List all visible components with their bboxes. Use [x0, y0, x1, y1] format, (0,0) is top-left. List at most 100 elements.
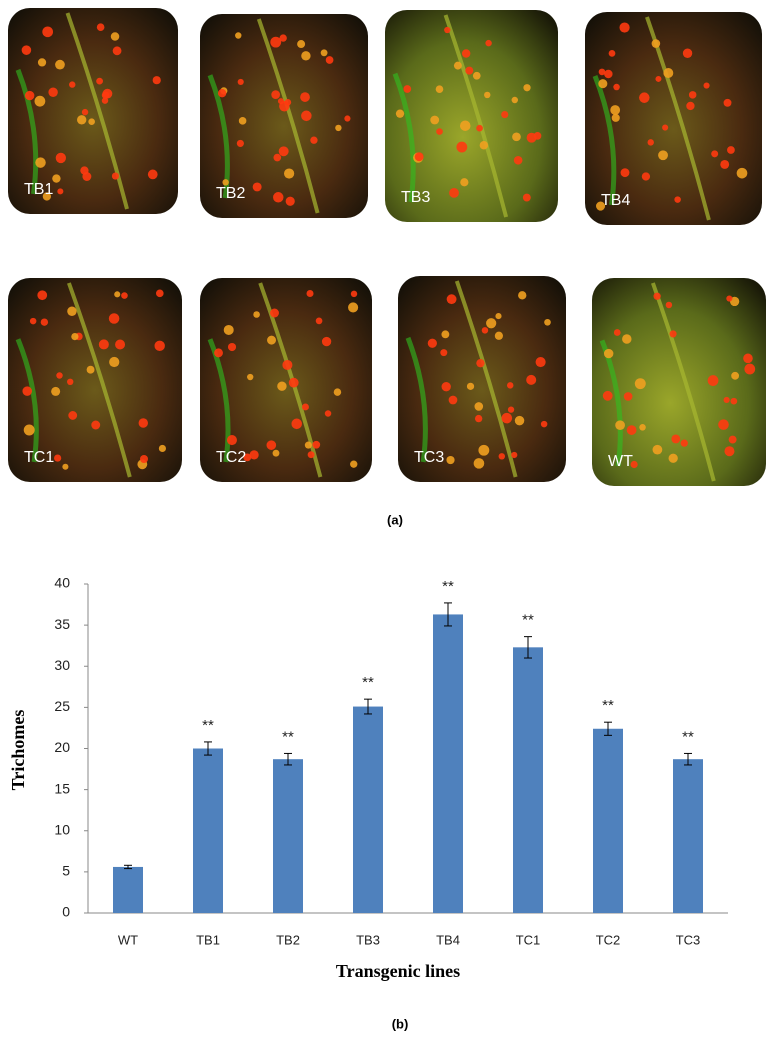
trichome-dot [507, 406, 515, 413]
trichome-dot [297, 40, 306, 49]
trichome-dot [655, 75, 662, 82]
trichome-dot [223, 324, 234, 335]
trichome-dot [111, 172, 120, 180]
trichome-dot [279, 101, 290, 112]
y-tick-label: 40 [54, 575, 70, 591]
trichome-dot [300, 92, 310, 102]
significance-label: ** [602, 697, 614, 714]
trichome-dot [535, 356, 546, 368]
trichome-dot [279, 34, 287, 42]
x-tick-label: TB4 [436, 932, 460, 947]
significance-label: ** [362, 674, 374, 691]
trichome-dot [639, 92, 650, 103]
trichome-dot [436, 128, 443, 135]
trichome-dot [243, 453, 252, 462]
trichome-dot [307, 451, 315, 459]
trichome-dot [344, 115, 351, 122]
trichome-dot [441, 330, 450, 339]
micrograph [8, 278, 182, 482]
trichome-dot [71, 333, 79, 341]
trichome-dot [652, 444, 663, 455]
y-tick-label: 35 [54, 616, 70, 632]
trichome-dot [727, 146, 735, 154]
trichome-dot [37, 290, 48, 301]
trichome-dot [448, 395, 458, 405]
bar [113, 866, 143, 913]
trichome-dot [669, 330, 677, 338]
trichome-dot [720, 160, 730, 169]
trichome-dot [724, 446, 735, 457]
leaf-vein [443, 14, 509, 218]
trichome-dot [115, 339, 126, 350]
trichome-dot [604, 69, 613, 79]
bar [513, 647, 543, 913]
trichome-dot [51, 386, 61, 396]
trichome-dot [479, 141, 489, 150]
trichome-dot [514, 415, 525, 426]
trichome-dot [35, 157, 46, 168]
x-axis-title: Transgenic lines [336, 961, 460, 981]
trichome-dot [96, 23, 105, 32]
x-tick-label: TC2 [596, 932, 621, 947]
trichome-dot [91, 420, 101, 430]
trichome-dot [461, 49, 471, 58]
trichome-dot [474, 402, 484, 411]
trichome-dot [682, 48, 693, 58]
trichome-dot [301, 403, 309, 411]
trichome-dot [723, 98, 732, 107]
panel-label: TC3 [414, 449, 444, 466]
trichome-dot [427, 338, 437, 348]
y-tick-label: 10 [54, 821, 70, 837]
trichome-dot [267, 335, 276, 345]
trichome-dot [238, 117, 247, 125]
trichome-dot [158, 444, 166, 453]
trichome-dot [671, 434, 681, 444]
trichome-dot [444, 26, 451, 34]
trichome-dot [282, 359, 293, 370]
trichome-dot [730, 397, 738, 405]
x-tick-label: TC1 [516, 932, 541, 947]
trichome-dot [473, 458, 485, 469]
trichome-dot [728, 435, 737, 444]
bar [673, 759, 703, 913]
trichome-dot [459, 120, 471, 131]
leaf-vein [67, 282, 132, 478]
trichome-dot [147, 169, 158, 180]
panel-label: TC2 [216, 449, 246, 466]
trichome-dot [48, 87, 58, 97]
trichome-dot [21, 45, 32, 55]
trichome-dot [680, 439, 688, 447]
trichome-dot [272, 449, 280, 457]
trichome-dot [518, 291, 527, 300]
trichome-dot [98, 339, 109, 350]
trichome-dot [270, 36, 282, 48]
bar [273, 759, 303, 913]
trichome-dot [81, 108, 89, 116]
trichome-dot [476, 124, 483, 132]
trichome-dot [446, 455, 455, 465]
y-tick-label: 0 [62, 904, 70, 920]
trichome-dot [22, 386, 32, 396]
trichome-dot [114, 291, 121, 298]
trichome-dot [121, 292, 128, 299]
trichome-dot [273, 192, 284, 203]
trichome-dot [278, 146, 289, 157]
trichome-dot [653, 292, 661, 300]
trichome-dot [62, 463, 69, 470]
y-tick-label: 25 [54, 698, 70, 714]
trichome-dot [324, 410, 332, 417]
trichome-dot [731, 371, 740, 380]
trichome-dot [595, 201, 606, 211]
trichome-dot [494, 331, 504, 340]
micrograph [592, 278, 766, 486]
trichome-dot [109, 356, 120, 368]
leaf-vein [392, 72, 416, 203]
x-tick-label: TC3 [676, 932, 701, 947]
trichome-dot [668, 453, 678, 463]
trichome-dot [271, 90, 281, 99]
trichome-dot [226, 435, 237, 446]
trichome-dot [273, 153, 282, 162]
trichome-dot [23, 424, 35, 436]
trichome-dot [495, 313, 502, 320]
